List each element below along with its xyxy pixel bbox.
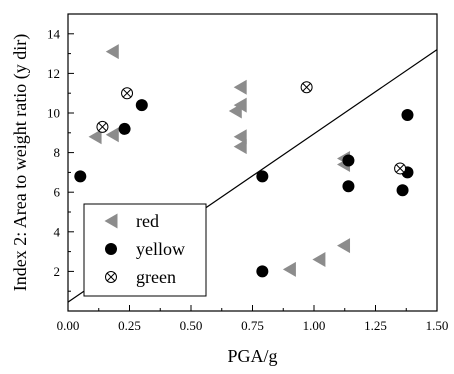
- point-red-10: [282, 261, 296, 277]
- x-tick-label-1: 0.25: [118, 318, 141, 333]
- y-tick-label-3: 8: [54, 145, 61, 160]
- point-yellow-8: [401, 108, 414, 121]
- point-red-6: [233, 129, 247, 145]
- legend-box: [83, 203, 207, 297]
- point-red-7: [233, 139, 247, 155]
- x-tick-label-5: 1.25: [364, 318, 387, 333]
- point-yellow-2: [135, 99, 148, 112]
- point-green-3-cross-b: [395, 164, 405, 173]
- x-tick-label-0: 0.00: [57, 318, 80, 333]
- point-red-1: [88, 129, 102, 145]
- point-yellow-6: [342, 180, 355, 193]
- point-red-3: [233, 79, 247, 95]
- legend-label-red: red: [136, 211, 159, 231]
- x-tick-label-6: 1.50: [426, 318, 449, 333]
- x-tick-label-3: 0.75: [241, 318, 264, 333]
- point-red-11: [312, 252, 326, 268]
- y-tick-label-0: 2: [54, 264, 61, 279]
- y-tick-label-1: 4: [54, 224, 61, 239]
- legend-label-green: green: [136, 267, 176, 287]
- point-yellow-7: [396, 184, 409, 197]
- y-tick-label-5: 12: [47, 66, 60, 81]
- point-green-1: [121, 87, 134, 100]
- legend-label-yellow: yellow: [136, 239, 185, 259]
- point-green-0: [96, 120, 109, 133]
- point-yellow-0: [74, 170, 87, 183]
- legend: red yellow green: [83, 203, 207, 297]
- y-tick-label-2: 6: [54, 185, 61, 200]
- legend-marker-green: [105, 271, 117, 283]
- point-red-0: [105, 44, 119, 60]
- x-axis-label: PGA/g: [227, 346, 277, 366]
- legend-marker-green-cross-b: [106, 272, 116, 282]
- point-yellow-4: [256, 265, 269, 278]
- point-green-0-cross-b: [98, 122, 107, 132]
- axes: 0.00 0.25 0.50 0.75 1.00 1.25 1.50 2 4 6 8 10 12 14: [47, 13, 449, 333]
- point-yellow-5: [342, 154, 355, 167]
- legend-marker-red: [104, 213, 118, 229]
- legend-marker-yellow: [105, 243, 117, 255]
- point-yellow-1: [118, 122, 131, 135]
- point-green-1-cross-b: [122, 88, 132, 98]
- x-tick-label-4: 1.00: [303, 318, 326, 333]
- y-tick-label-4: 10: [47, 106, 60, 121]
- point-green-2-cross-b: [302, 83, 311, 92]
- point-red-2: [105, 127, 119, 143]
- point-green-3: [394, 162, 407, 175]
- y-axis-label: Index 2: Area to weight ratio (y dir): [10, 34, 31, 291]
- point-yellow-3: [256, 170, 269, 183]
- plot-area: [68, 44, 437, 303]
- point-green-2: [300, 81, 313, 94]
- point-red-5: [228, 103, 242, 119]
- point-red-12: [337, 238, 351, 254]
- x-tick-label-2: 0.50: [180, 318, 203, 333]
- y-tick-label-6: 14: [47, 26, 61, 41]
